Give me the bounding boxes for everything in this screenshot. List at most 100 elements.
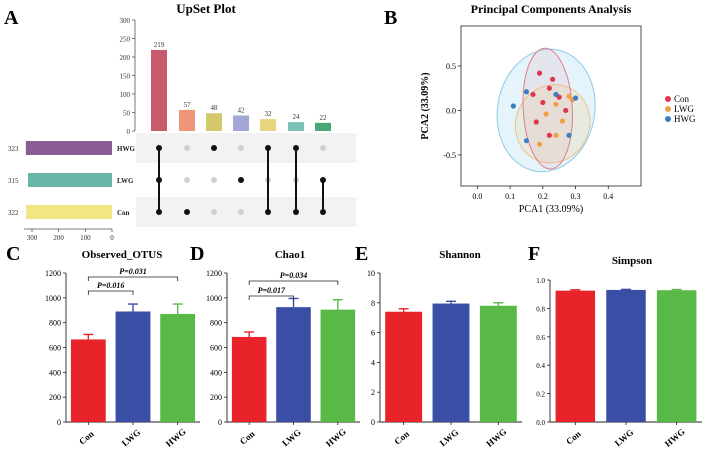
bar	[385, 311, 423, 422]
y-tick-label: 0.4	[536, 362, 545, 370]
panel-label-f: F	[528, 243, 540, 265]
bar	[432, 303, 470, 422]
significance-bracket	[248, 295, 294, 300]
set-size-tick-label: 0	[110, 234, 114, 242]
y-tick-label: 0	[218, 418, 222, 427]
pca-point	[543, 111, 549, 117]
pca-x-tick-label: 0.1	[505, 192, 515, 201]
x-tick-label: HWG	[324, 426, 348, 448]
p-value-label: P=0.034	[280, 271, 307, 280]
set-size-label: 315	[8, 177, 19, 185]
y-tick-label: 1.0	[536, 277, 545, 285]
shannon-chart: Shannon 0 2 4 6 8 10 Con LWG HWG	[367, 249, 522, 449]
pca-point	[536, 141, 543, 147]
panel-label-d: D	[190, 243, 204, 265]
bar	[115, 311, 151, 422]
pca-frame	[460, 25, 642, 187]
pca-x-label: PCA1 (33.09%)	[519, 204, 583, 215]
pca-x-tick-label: 0.2	[538, 192, 548, 201]
y-tick-label: 0.2	[536, 391, 545, 399]
pca-point	[553, 91, 559, 98]
set-size-tick-label: 200	[53, 234, 64, 242]
chart-title: Chao1	[275, 249, 306, 261]
y-tick-label: 4	[371, 358, 375, 367]
matrix-dot	[320, 145, 326, 151]
pca-point	[523, 89, 530, 95]
upset-title: UpSet Plot	[176, 1, 236, 16]
y-tick-label: 10	[367, 269, 375, 278]
intersection-bar	[315, 122, 331, 131]
pca-plot: Principal Components Analysis 0.0 0.1 0.2 0.…	[420, 2, 696, 215]
pca-y-label: PCA2 (33.09%)	[420, 72, 431, 139]
pca-x-tick-label: 0.0	[472, 192, 482, 201]
set-size-label: 323	[8, 145, 19, 153]
intersection-value-label: 32	[265, 110, 273, 118]
intersection-value-label: 219	[154, 41, 165, 49]
upset-y-tick-label: 200	[120, 54, 131, 62]
set-name-label: HWG	[117, 145, 135, 153]
matrix-row-shade	[136, 197, 356, 227]
pca-y-tick-label: 0.5	[446, 62, 456, 71]
intersection-value-label: 57	[184, 101, 192, 109]
significance-bracket	[87, 276, 179, 281]
bar	[656, 290, 697, 422]
set-name-label: Con	[117, 209, 130, 217]
x-tick-label: Con	[77, 429, 96, 447]
y-tick-label: 1000	[45, 294, 61, 303]
matrix-dot	[238, 177, 244, 183]
panel-label-c: C	[6, 243, 20, 265]
matrix-dot	[211, 209, 217, 215]
y-tick-label: 600	[49, 344, 61, 353]
set-size-bar	[25, 141, 112, 155]
x-tick-label: HWG	[663, 426, 687, 448]
bar	[606, 289, 646, 422]
upset-y-tick-label: 250	[120, 36, 131, 44]
set-size-tick-label: 100	[80, 234, 91, 242]
upset-y-tick-label: 100	[120, 91, 131, 99]
upset-y-tick-label: 0	[127, 128, 131, 136]
y-tick-label: 400	[49, 368, 61, 377]
y-tick-label: 1200	[206, 269, 222, 278]
intersection-bar	[179, 109, 195, 131]
intersection-bar	[233, 115, 249, 131]
y-tick-label: 800	[210, 319, 222, 328]
intersection-bar	[288, 122, 304, 131]
intersection-bar	[260, 119, 276, 131]
pca-point	[533, 119, 539, 125]
y-tick-label: 800	[49, 319, 61, 328]
pca-legend-label: LWG	[674, 104, 694, 114]
y-tick-label: 6	[371, 329, 375, 338]
p-value-label: P=0.016	[97, 281, 124, 290]
y-tick-label: 0.0	[536, 419, 545, 427]
pca-legend-marker	[665, 96, 671, 102]
y-tick-label: 200	[210, 393, 222, 402]
matrix-dot	[184, 177, 190, 183]
pca-point	[536, 70, 543, 76]
intersection-value-label: 48	[211, 104, 219, 112]
pca-x-tick-label: 0.4	[603, 192, 613, 201]
pca-y-tick-label: -0.5	[443, 151, 456, 160]
set-size-bar	[26, 205, 113, 219]
matrix-dot	[184, 145, 190, 151]
pca-point	[553, 132, 559, 138]
significance-bracket	[87, 290, 134, 295]
pca-ellipse	[522, 47, 573, 170]
x-tick-label: Con	[392, 429, 411, 447]
bar	[276, 307, 311, 422]
chart-title: Shannon	[439, 249, 481, 261]
pca-point	[510, 103, 516, 109]
matrix-dot	[211, 145, 217, 151]
upset-y-tick-label: 150	[120, 73, 131, 81]
upset-y-tick-label: 50	[123, 110, 131, 118]
observed-otus-chart: Observed_OTUS 0 200 400 600 800 1000 1200 Con LWG…	[45, 249, 200, 449]
pca-legend-marker	[665, 106, 671, 112]
y-tick-label: 200	[49, 393, 61, 402]
pca-point	[546, 85, 552, 91]
y-tick-label: 2	[371, 388, 375, 397]
x-tick-label: HWG	[164, 426, 188, 448]
matrix-dot	[211, 177, 217, 183]
simpson-chart: Simpson 0.0 0.2 0.4 0.6 0.8 1.0 Con LWG HWG	[536, 255, 702, 449]
pca-ellipse	[514, 84, 591, 164]
bar	[479, 305, 517, 422]
x-tick-label: HWG	[484, 426, 508, 448]
